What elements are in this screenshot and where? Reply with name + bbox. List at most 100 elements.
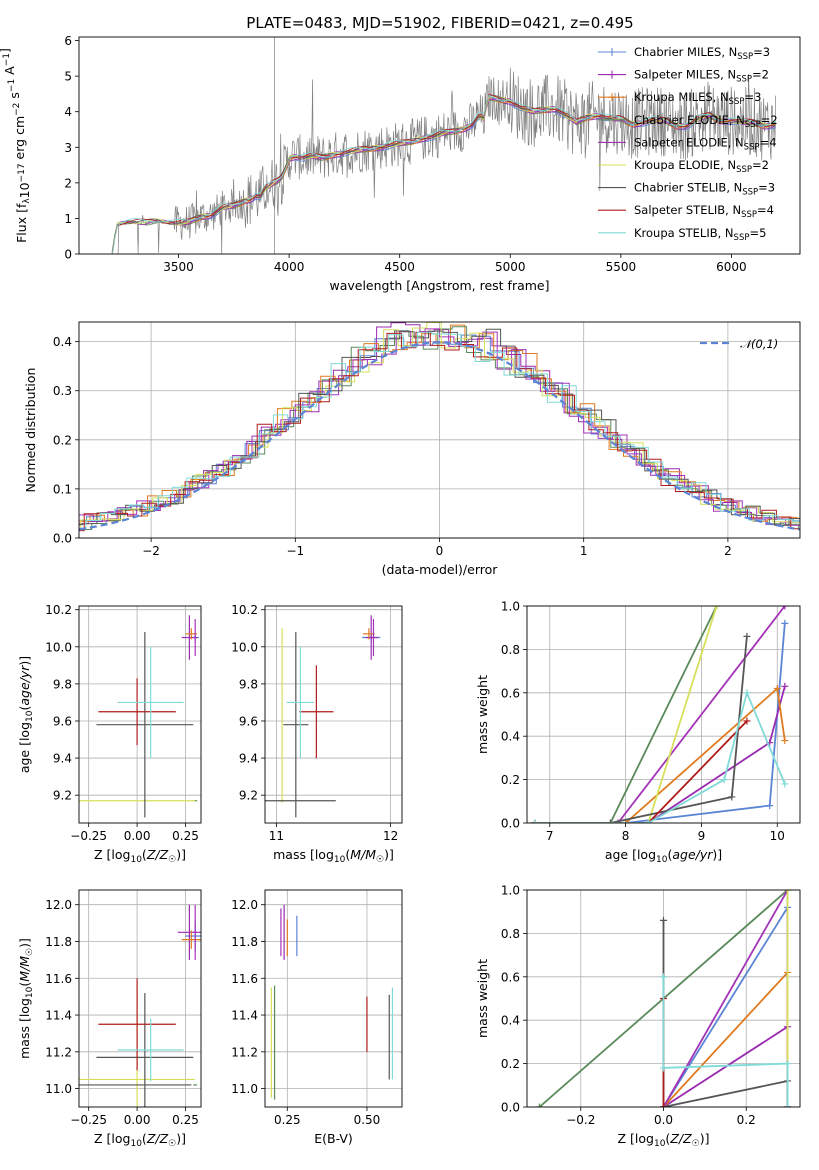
mass_vs_Z-point-8 (117, 1018, 184, 1082)
spectrum-ytick-label-0: 0 (64, 248, 72, 262)
mass_weight_vs_Z-marker-7-0 (660, 1103, 667, 1107)
spectrum-ytick-label-3: 3 (64, 141, 72, 155)
legend-marker-1 (608, 70, 616, 79)
mass_weight_vs_Z-marker-6-0 (660, 916, 667, 924)
mass_vs_EBV-ytick-label-5: 12.0 (231, 898, 258, 912)
age_vs_Z-panel: −0.25 0.00 0.25 9.2 9.4 9.6 9.8 10.0 10.2 Z [log1… (17, 603, 202, 865)
legend-marker-0 (608, 48, 616, 56)
age_vs_mass-ytick-label-0: 9.2 (239, 789, 258, 803)
spectrum-ytick-label-2: 2 (64, 176, 72, 190)
legend-entry-6: Chabrier STELIB, NSSP=3 (634, 181, 775, 198)
mass_vs_Z-ytick-label-3: 11.6 (45, 972, 72, 986)
age_vs_mass-point-6 (283, 631, 309, 818)
spectrum-xlabel: wavelength [Angstrom, rest frame] (329, 278, 549, 293)
mass_weight_vs_age-marker-2-2 (773, 684, 781, 692)
mass_vs_Z-point-2 (181, 930, 201, 949)
mass_weight_vs_age-marker-6-2 (728, 793, 736, 801)
hist-6 (79, 328, 800, 526)
mass_weight_vs_age-ylabel: mass weight (475, 675, 490, 754)
mass_weight_vs_Z-ytick-label-4: 0.8 (501, 927, 520, 941)
residuals-panel: −2 −1 0 1 2 0.0 0.1 0.2 0.3 0.4 (data-model)/error… (23, 321, 801, 577)
legend-entry-2: Kroupa MILES, NSSP=3 (634, 90, 761, 107)
mass_weight_vs_age-ytick-label-2: 0.4 (501, 730, 520, 744)
mass_weight_vs_age-line-4 (617, 606, 786, 823)
mass_vs_Z-xtick-label-0: −0.25 (70, 1113, 107, 1127)
mass_vs_Z-plot-area (79, 904, 201, 1107)
spectrum-legend: Chabrier MILES, NSSP=3 Salpeter MILES, NS… (598, 45, 778, 243)
legend-entry-4: Salpeter ELODIE, NSSP=4 (634, 135, 777, 152)
age_vs_Z-xtick-label-0: −0.25 (70, 829, 107, 843)
age_vs_Z-point-4 (193, 618, 198, 657)
mass_weight_vs_age-line-7 (534, 720, 748, 823)
spectrum-frame (78, 36, 801, 255)
mass_vs_Z-point-1 (177, 904, 201, 960)
age_vs_mass-point-7 (299, 665, 334, 759)
figure-title: PLATE=0483, MJD=51902, FIBERID=0421, z=0… (246, 14, 633, 32)
mass_weight_vs_age-line-2 (534, 686, 786, 823)
mass_weight_vs_Z-ylabel: mass weight (475, 959, 490, 1038)
age-vs-mass-xlabel: mass [log10(M/M☉)] (273, 847, 394, 865)
mass_weight_vs_age-line-5 (647, 606, 718, 823)
spectrum-ytick-label-1: 1 (64, 212, 72, 226)
spectrum-xtick-label-1: 4000 (274, 260, 305, 274)
age_vs_mass-ytick-label-4: 10.0 (231, 640, 258, 654)
age_vs_Z-point-6 (96, 631, 194, 818)
mass_weight_vs_age-marker-8-4 (781, 780, 789, 788)
mass_vs_EBV-xtick-label-0: 0.25 (274, 1113, 301, 1127)
spectrum-xtick-label-0: 3500 (163, 260, 194, 274)
gauss-curve (79, 341, 800, 531)
age-vs-Z-ylabel: age [log10(age/yr)] (17, 656, 35, 773)
mass_weight_vs_Z-line-0 (662, 904, 789, 1107)
hist-5 (79, 322, 800, 530)
mass_vs_Z-frame (78, 889, 202, 1108)
mass_weight_vs_Z-panel: −0.2 0.0 0.2 0.0 0.2 0.4 0.6 0.8 1.0 mass weight Z… (475, 884, 801, 1149)
mass_weight_vs_Z-ytick-label-3: 0.6 (501, 970, 520, 984)
mass_weight_vs_age-plot-area (531, 606, 789, 823)
mass_weight_vs_Z-marker-8-3 (784, 1103, 792, 1107)
age_vs_Z-xtick-label-1: 0.00 (124, 829, 151, 843)
residuals-ytick-label-4: 0.4 (53, 335, 72, 349)
residuals-ytick-label-2: 0.2 (53, 433, 72, 447)
mass_weight_vs_age-marker-0-2 (766, 802, 774, 810)
mass_weight_vs_age-marker-4-1 (781, 606, 789, 610)
mass_weight_vs_Z-ytick-label-0: 0.0 (501, 1101, 520, 1115)
residuals-plot-area (79, 322, 800, 532)
age_vs_mass-ytick-label-5: 10.2 (231, 603, 258, 617)
mass_vs_EBV-ytick-label-3: 11.6 (231, 972, 258, 986)
age_vs_Z-ytick-label-4: 10.0 (45, 640, 72, 654)
residuals-xtick-label-0: −2 (142, 544, 160, 558)
legend-entry-7: Salpeter STELIB, NSSP=4 (634, 203, 774, 220)
residuals-xlabel: (data-model)/error (382, 562, 499, 577)
age_vs_mass-point-8 (286, 646, 315, 759)
mass_vs_EBV-xtick-label-1: 0.50 (354, 1113, 381, 1127)
mass_weight_vs_age-marker-8-0 (531, 819, 539, 823)
spectrum-plot-area (111, 37, 777, 254)
hist-7 (79, 331, 800, 532)
mass_weight_vs_age-marker-8-3 (743, 689, 751, 697)
legend-entry-3: Chabrier ELODIE, NSSP=2 (634, 113, 778, 130)
legend-marker-2 (608, 93, 616, 102)
mass_weight_vs_age-line-6 (534, 636, 748, 823)
mass_weight_vs_age-xtick-label-1: 8 (622, 829, 630, 843)
residuals-ytick-label-3: 0.3 (53, 384, 72, 398)
mass_vs_EBV-plot-area (270, 904, 394, 1100)
mass_weight_vs_age-marker-8-2 (720, 776, 728, 784)
mass_weight_vs_Z-marker-8-0 (660, 973, 667, 981)
mass_vs_EBV-frame (264, 889, 403, 1108)
age_vs_Z-ytick-label-3: 9.8 (53, 677, 72, 691)
legend-entry-0: Chabrier MILES, NSSP=3 (634, 45, 770, 62)
mass_weight_vs_age-ytick-label-0: 0.0 (501, 817, 520, 831)
spectrum-xtick-label-4: 5500 (606, 260, 637, 274)
mass_vs_Z-point-7 (98, 978, 176, 1071)
mass_weight_vs_age-ytick-label-5: 1.0 (501, 600, 520, 614)
mass_vs_Z-ytick-label-1: 11.2 (45, 1045, 72, 1059)
spectrum-ytick-label-5: 5 (64, 70, 72, 84)
residuals-xtick-label-1: −1 (286, 544, 304, 558)
age_vs_Z-plot-area (79, 615, 200, 818)
age_vs_mass-xtick-label-0: 11 (269, 829, 284, 843)
mass_vs_Z-point-4 (193, 904, 198, 960)
spectrum-model-0 (178, 96, 776, 226)
mass_weight_vs_age-ytick-label-1: 0.2 (501, 773, 520, 787)
mass-vs-Z-xlabel: Z [log10(Z/Z☉)] (94, 1131, 186, 1149)
mass_weight_vs_Z-ytick-label-5: 1.0 (501, 884, 520, 898)
